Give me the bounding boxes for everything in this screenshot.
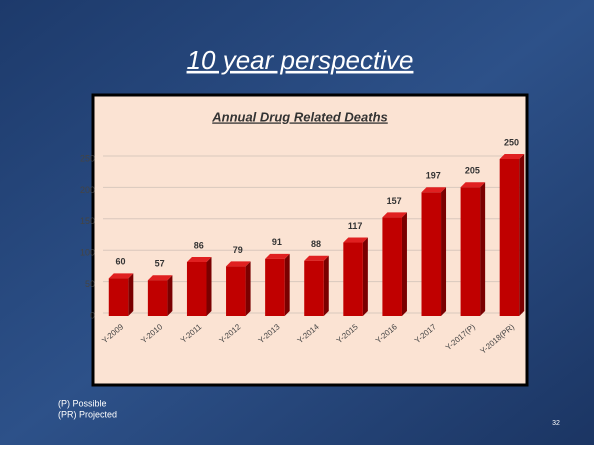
note: (P) Possible: [58, 398, 107, 408]
bar-top: [186, 256, 212, 262]
bar-top: [343, 237, 368, 243]
note: (PR) Projected: [58, 409, 117, 419]
bar-top: [460, 182, 486, 188]
bar: [343, 242, 363, 316]
y-tick-label: 250: [80, 153, 95, 163]
bar-side: [362, 237, 368, 316]
bar: [186, 261, 207, 316]
slide-number: 32: [552, 420, 560, 427]
bar: [421, 192, 442, 316]
y-tick-label: 100: [80, 248, 95, 258]
data-label: 197: [426, 171, 441, 181]
bar-side: [206, 256, 212, 316]
bar: [499, 159, 520, 316]
bar-side: [480, 182, 486, 316]
data-label: 79: [233, 245, 243, 255]
bar-side: [128, 273, 134, 316]
bar: [226, 266, 246, 316]
bar-top: [304, 255, 329, 261]
data-label: 57: [155, 259, 165, 269]
data-label: 86: [194, 240, 204, 250]
bar-top: [147, 275, 173, 281]
bar-top: [226, 261, 251, 267]
data-label: 60: [116, 257, 126, 267]
bar-top: [499, 154, 525, 159]
bar: [147, 280, 168, 316]
bar-top: [382, 212, 407, 218]
data-label: 205: [465, 166, 480, 176]
bar-side: [401, 212, 407, 316]
bar-top: [421, 187, 447, 193]
bar: [304, 260, 324, 316]
y-tick-label: 150: [80, 216, 95, 226]
data-label: 88: [311, 239, 321, 249]
bar: [265, 258, 285, 316]
bar-top: [265, 253, 290, 259]
bar-side: [519, 154, 525, 316]
bar: [108, 278, 129, 316]
bar-side: [167, 275, 173, 316]
bar-side: [323, 255, 329, 316]
slide-title: 10 year perspective: [187, 45, 414, 75]
chart-panel: [91, 93, 529, 387]
data-label: 117: [348, 221, 363, 231]
y-tick-label: 50: [85, 279, 95, 289]
bar-side: [441, 187, 447, 316]
data-label: 157: [387, 196, 402, 206]
data-label: 91: [272, 237, 282, 247]
bar-side: [284, 253, 290, 316]
bar: [460, 187, 481, 316]
bar-side: [245, 261, 251, 316]
y-tick-label: 0: [90, 310, 95, 320]
data-label: 250: [504, 137, 519, 147]
bar: [382, 217, 402, 316]
bar-top: [108, 273, 134, 279]
chart-title: Annual Drug Related Deaths: [211, 109, 388, 124]
y-tick-label: 200: [80, 185, 95, 195]
